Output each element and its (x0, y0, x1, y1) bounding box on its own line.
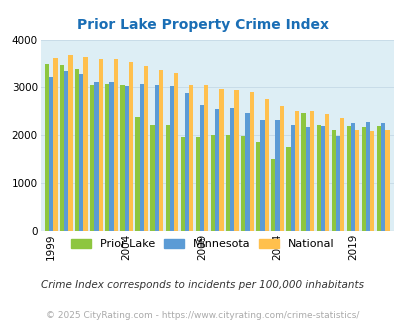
Bar (335, 136, 339, 231)
Bar (339, 117, 343, 231)
Bar (320, 126, 324, 231)
Bar (83, 57, 87, 231)
Bar (165, 125, 169, 231)
Bar (204, 85, 208, 231)
Bar (75, 69, 79, 231)
Bar (294, 111, 298, 231)
Bar (189, 84, 193, 231)
Bar (346, 126, 350, 231)
Bar (380, 123, 384, 231)
Bar (369, 131, 373, 231)
Bar (271, 159, 275, 231)
Bar (105, 84, 109, 231)
Text: © 2025 CityRating.com - https://www.cityrating.com/crime-statistics/: © 2025 CityRating.com - https://www.city… (46, 311, 359, 320)
Bar (64, 71, 68, 231)
Bar (275, 119, 279, 231)
Bar (139, 84, 143, 231)
Bar (290, 125, 294, 231)
Bar (98, 59, 102, 231)
Bar (286, 147, 290, 231)
Bar (309, 112, 313, 231)
Bar (113, 59, 117, 231)
Bar (184, 93, 189, 231)
Bar (109, 82, 113, 231)
Bar (365, 122, 369, 231)
Bar (350, 123, 354, 231)
Bar (241, 136, 245, 231)
Legend: Prior Lake, Minnesota, National: Prior Lake, Minnesota, National (66, 234, 339, 253)
Bar (45, 64, 49, 231)
Bar (210, 135, 215, 231)
Bar (49, 78, 53, 231)
Bar (219, 89, 223, 231)
Bar (150, 125, 154, 231)
Bar (174, 73, 178, 231)
Bar (354, 130, 358, 231)
Bar (376, 126, 380, 231)
Bar (301, 113, 305, 231)
Bar (260, 120, 264, 231)
Bar (361, 127, 365, 231)
Bar (90, 84, 94, 231)
Bar (234, 90, 238, 231)
Bar (154, 84, 158, 231)
Text: Prior Lake Property Crime Index: Prior Lake Property Crime Index (77, 18, 328, 32)
Bar (245, 113, 249, 231)
Bar (169, 86, 174, 231)
Bar (200, 105, 204, 231)
Bar (279, 106, 283, 231)
Bar (94, 82, 98, 231)
Bar (331, 130, 335, 231)
Bar (128, 62, 133, 231)
Bar (305, 127, 309, 231)
Bar (60, 65, 64, 231)
Text: Crime Index corresponds to incidents per 100,000 inhabitants: Crime Index corresponds to incidents per… (41, 280, 364, 290)
Bar (158, 70, 163, 231)
Bar (215, 109, 219, 231)
Bar (249, 92, 253, 231)
Bar (316, 125, 320, 231)
Bar (195, 137, 200, 231)
Bar (324, 114, 328, 231)
Bar (124, 86, 128, 231)
Bar (384, 130, 389, 231)
Bar (68, 55, 72, 231)
Bar (143, 66, 148, 231)
Bar (180, 137, 184, 231)
Bar (53, 58, 58, 231)
Bar (264, 99, 268, 231)
Bar (79, 74, 83, 231)
Bar (256, 143, 260, 231)
Bar (135, 117, 139, 231)
Bar (120, 85, 124, 231)
Bar (230, 108, 234, 231)
Bar (226, 135, 230, 231)
